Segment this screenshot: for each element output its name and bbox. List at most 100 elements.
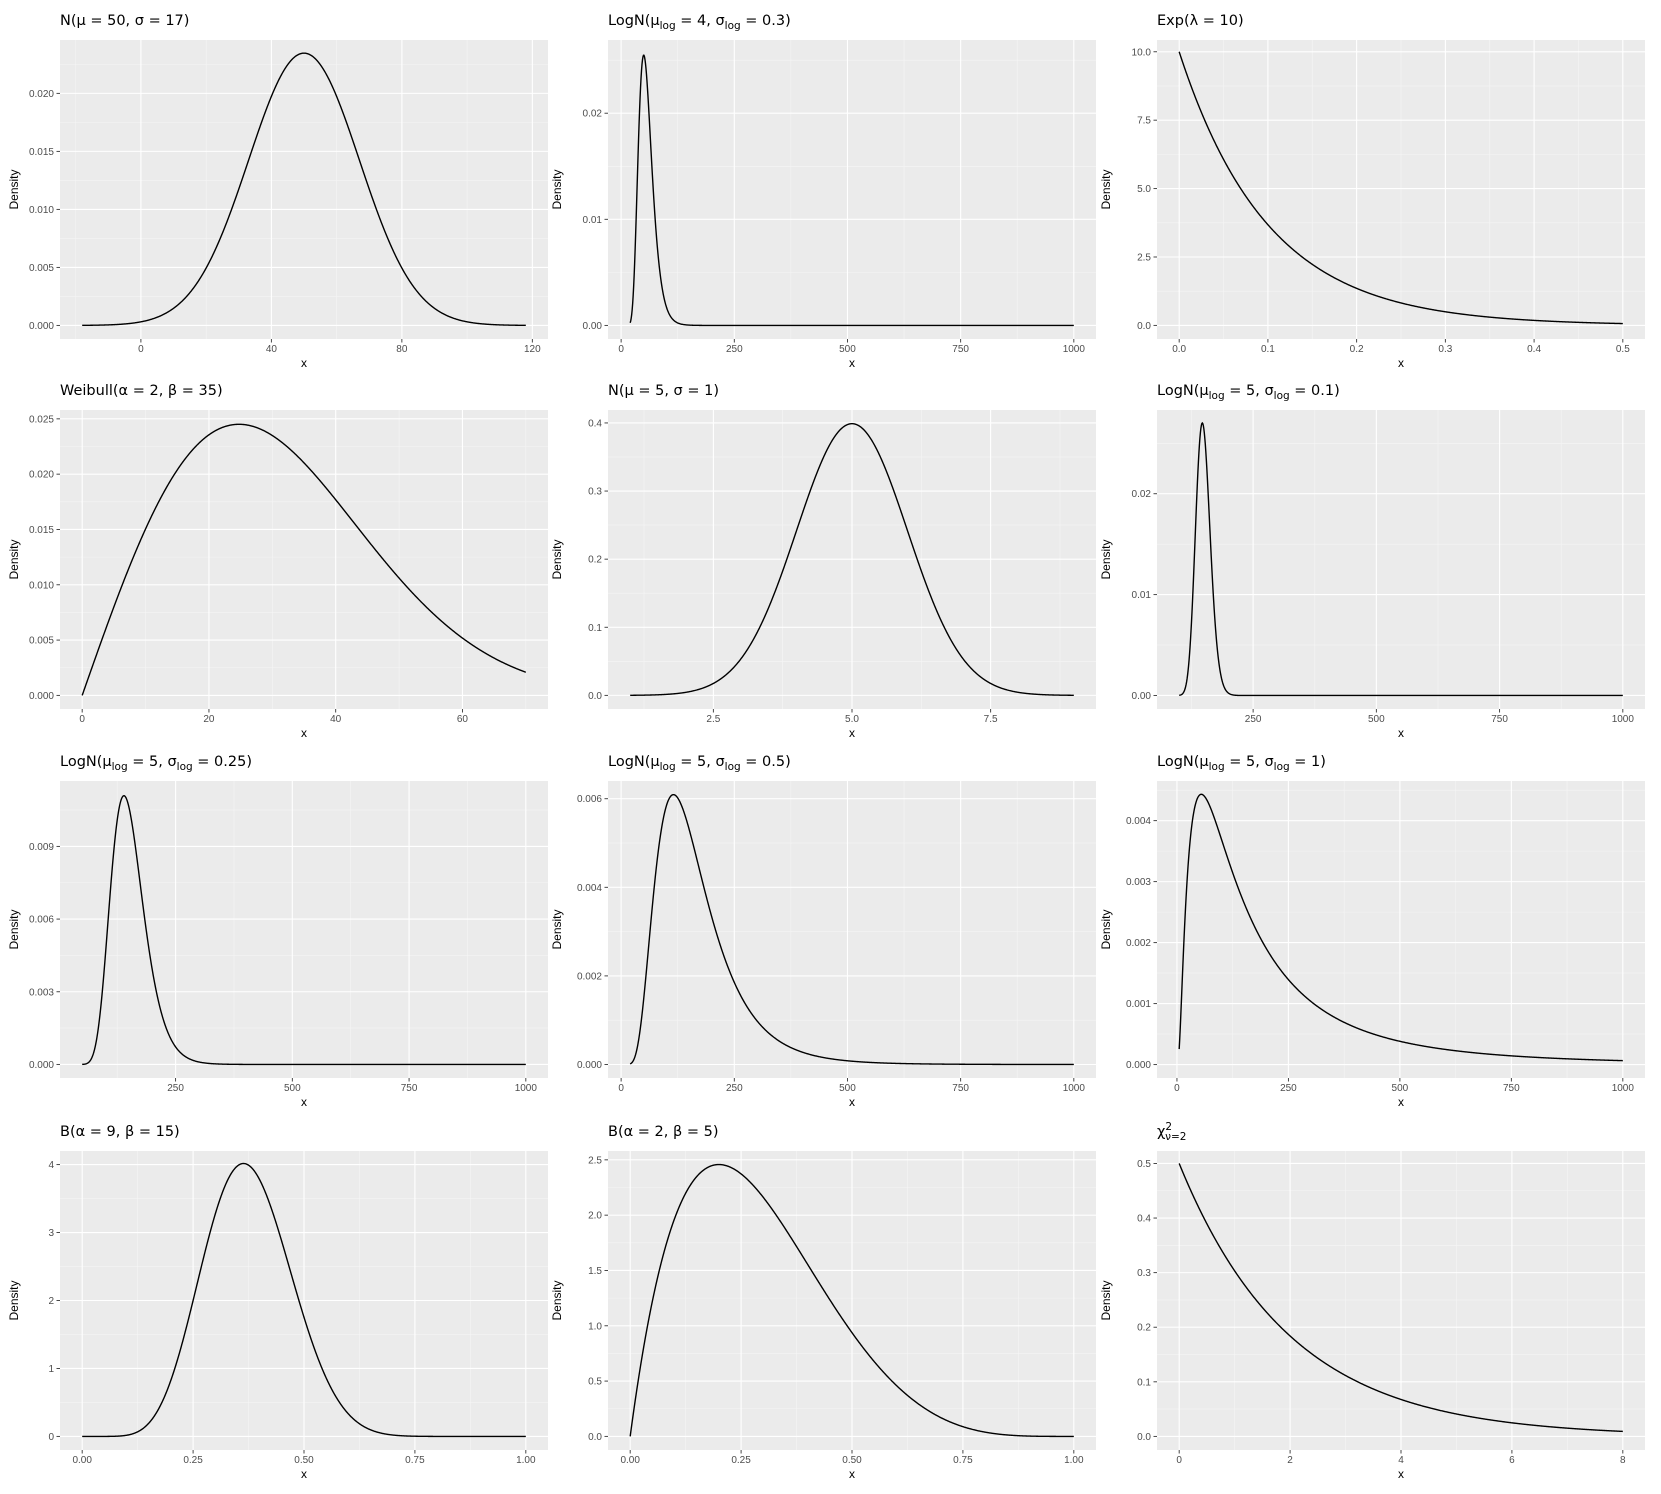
panel-title: LogN(μlog = 4, σlog = 0.3) (608, 13, 791, 32)
x-tick-label: 40 (266, 344, 278, 355)
panel-background (1157, 781, 1645, 1078)
panel-title: N(μ = 5, σ = 1) (608, 383, 719, 399)
density-curve (629, 793, 1074, 1066)
density-curve (630, 422, 1074, 696)
y-tick-label: 0.3 (588, 487, 602, 498)
y-tick-label: 0.000 (29, 691, 54, 702)
density-curve (82, 1162, 526, 1438)
panel-title: B(α = 2, β = 5) (608, 1124, 718, 1140)
panel-background (60, 781, 548, 1078)
x-tick-label: 0.75 (953, 1455, 973, 1466)
chart-panel-2: 0 250 500 750 1000 0.00 0.01 0.02 x Density LogN(μ… (550, 13, 1096, 370)
density-curve (81, 423, 527, 696)
x-axis-title: x (1398, 356, 1404, 370)
x-tick-label: 0.2 (1350, 344, 1364, 355)
x-tick-label: 750 (401, 1083, 418, 1094)
y-tick-label: 0.0 (588, 1432, 602, 1443)
chart-panel-8: 0 250 500 750 1000 0.000 0.002 0.004 0.006 x Densi… (550, 754, 1096, 1109)
y-axis-title: Density (550, 909, 564, 949)
x-tick-label: 250 (167, 1083, 184, 1094)
x-tick-label: 6 (1509, 1455, 1515, 1466)
x-tick-label: 500 (839, 344, 856, 355)
y-tick-label: 0.025 (29, 414, 54, 425)
panel-title: LogN(μlog = 5, σlog = 1) (1157, 754, 1326, 773)
x-tick-label: 0 (618, 1083, 624, 1094)
x-tick-label: 120 (524, 344, 541, 355)
x-tick-label: 1000 (1063, 344, 1086, 355)
x-tick-label: 0.0 (1172, 344, 1186, 355)
y-tick-label: 0.015 (29, 147, 54, 158)
y-axis-title: Density (7, 169, 21, 209)
x-tick-label: 0.00 (72, 1455, 92, 1466)
x-tick-label: 250 (1280, 1083, 1297, 1094)
panel-title: N(μ = 50, σ = 17) (60, 13, 189, 29)
panel-title: LogN(μlog = 5, σlog = 0.5) (608, 754, 791, 773)
panel-title: χ2 ν=2 (1157, 1121, 1186, 1143)
chart-panel-11: 0.00 0.25 0.50 0.75 1.00 0.0 0.5 1.0 1.5 2.0 2.5 x D… (550, 1124, 1096, 1481)
x-tick-label: 0.50 (842, 1455, 862, 1466)
x-axis-title: x (301, 1095, 307, 1109)
chart-panel-5: 2.5 5.0 7.5 0.0 0.1 0.2 0.3 0.4 x Density N(μ = 5,… (550, 383, 1096, 740)
x-tick-label: 250 (726, 344, 743, 355)
y-tick-label: 0.001 (1126, 999, 1151, 1010)
x-tick-label: 0.4 (1527, 344, 1541, 355)
x-tick-label: 0.75 (405, 1455, 425, 1466)
x-axis-title: x (1398, 1095, 1404, 1109)
y-tick-label: 0.1 (1137, 1377, 1151, 1388)
y-axis-title: Density (1099, 539, 1113, 579)
x-tick-label: 0 (138, 344, 144, 355)
y-tick-label: 0.4 (588, 418, 602, 429)
y-axis-title: Density (1099, 909, 1113, 949)
x-tick-label: 5.0 (845, 714, 859, 725)
y-tick-label: 0.000 (577, 1060, 602, 1071)
x-tick-label: 500 (839, 1083, 856, 1094)
y-tick-label: 0.0 (1137, 321, 1151, 332)
y-axis-title: Density (550, 169, 564, 209)
y-tick-label: 0.015 (29, 525, 54, 536)
y-tick-label: 0 (48, 1432, 54, 1443)
y-tick-label: 0.005 (29, 263, 54, 274)
panel-background (608, 781, 1096, 1078)
x-tick-label: 500 (284, 1083, 301, 1094)
y-tick-label: 0.1 (588, 623, 602, 634)
y-tick-label: 0.002 (577, 971, 602, 982)
x-tick-label: 8 (1620, 1455, 1626, 1466)
y-tick-label: 0.4 (1137, 1214, 1151, 1225)
chart-panel-3: 0.0 0.1 0.2 0.3 0.4 0.5 0.0 2.5 5.0 7.5 10.0 x Densi… (1099, 13, 1645, 370)
y-tick-label: 0.000 (1126, 1060, 1151, 1071)
panel-background (60, 40, 548, 339)
y-tick-label: 0.005 (29, 636, 54, 647)
x-tick-label: 0.00 (620, 1455, 640, 1466)
y-axis-title: Density (550, 539, 564, 579)
y-tick-label: 0.010 (29, 205, 54, 216)
x-tick-label: 0 (618, 344, 624, 355)
y-tick-label: 0.004 (577, 883, 602, 894)
y-axis-title: Density (1099, 1280, 1113, 1320)
y-tick-label: 0.2 (1137, 1323, 1151, 1334)
y-tick-label: 0.5 (588, 1377, 602, 1388)
x-tick-label: 0.25 (183, 1455, 203, 1466)
panels-grid: 0 40 80 1200.0000.0050.0100.0150.020xDensit… (7, 13, 1645, 1481)
chart-panel-1: 0 40 80 120 0.000 0.005 0.010 0.015 0.020 x Densit… (7, 13, 548, 370)
y-tick-label: 1.0 (588, 1321, 602, 1332)
y-tick-label: 0.0 (1137, 1432, 1151, 1443)
density-curve (1178, 51, 1623, 325)
y-tick-label: 0.00 (1132, 691, 1152, 702)
y-tick-label: 3 (48, 1228, 54, 1239)
x-tick-label: 2.5 (706, 714, 720, 725)
x-tick-label: 0.3 (1438, 344, 1452, 355)
y-tick-label: 0.020 (29, 89, 54, 100)
y-tick-label: 0.000 (29, 321, 54, 332)
x-axis-title: x (849, 726, 855, 740)
density-curve (629, 54, 1074, 327)
x-axis-title: x (849, 356, 855, 370)
density-curve (1179, 421, 1623, 697)
y-tick-label: 0.02 (1132, 489, 1152, 500)
y-tick-label: 4 (48, 1160, 54, 1171)
y-tick-label: 0.006 (29, 915, 54, 926)
y-tick-label: 10.0 (1132, 47, 1152, 58)
x-axis-title: x (1398, 1467, 1404, 1481)
y-tick-label: 0.006 (577, 794, 602, 805)
y-tick-label: 0.02 (583, 109, 603, 120)
